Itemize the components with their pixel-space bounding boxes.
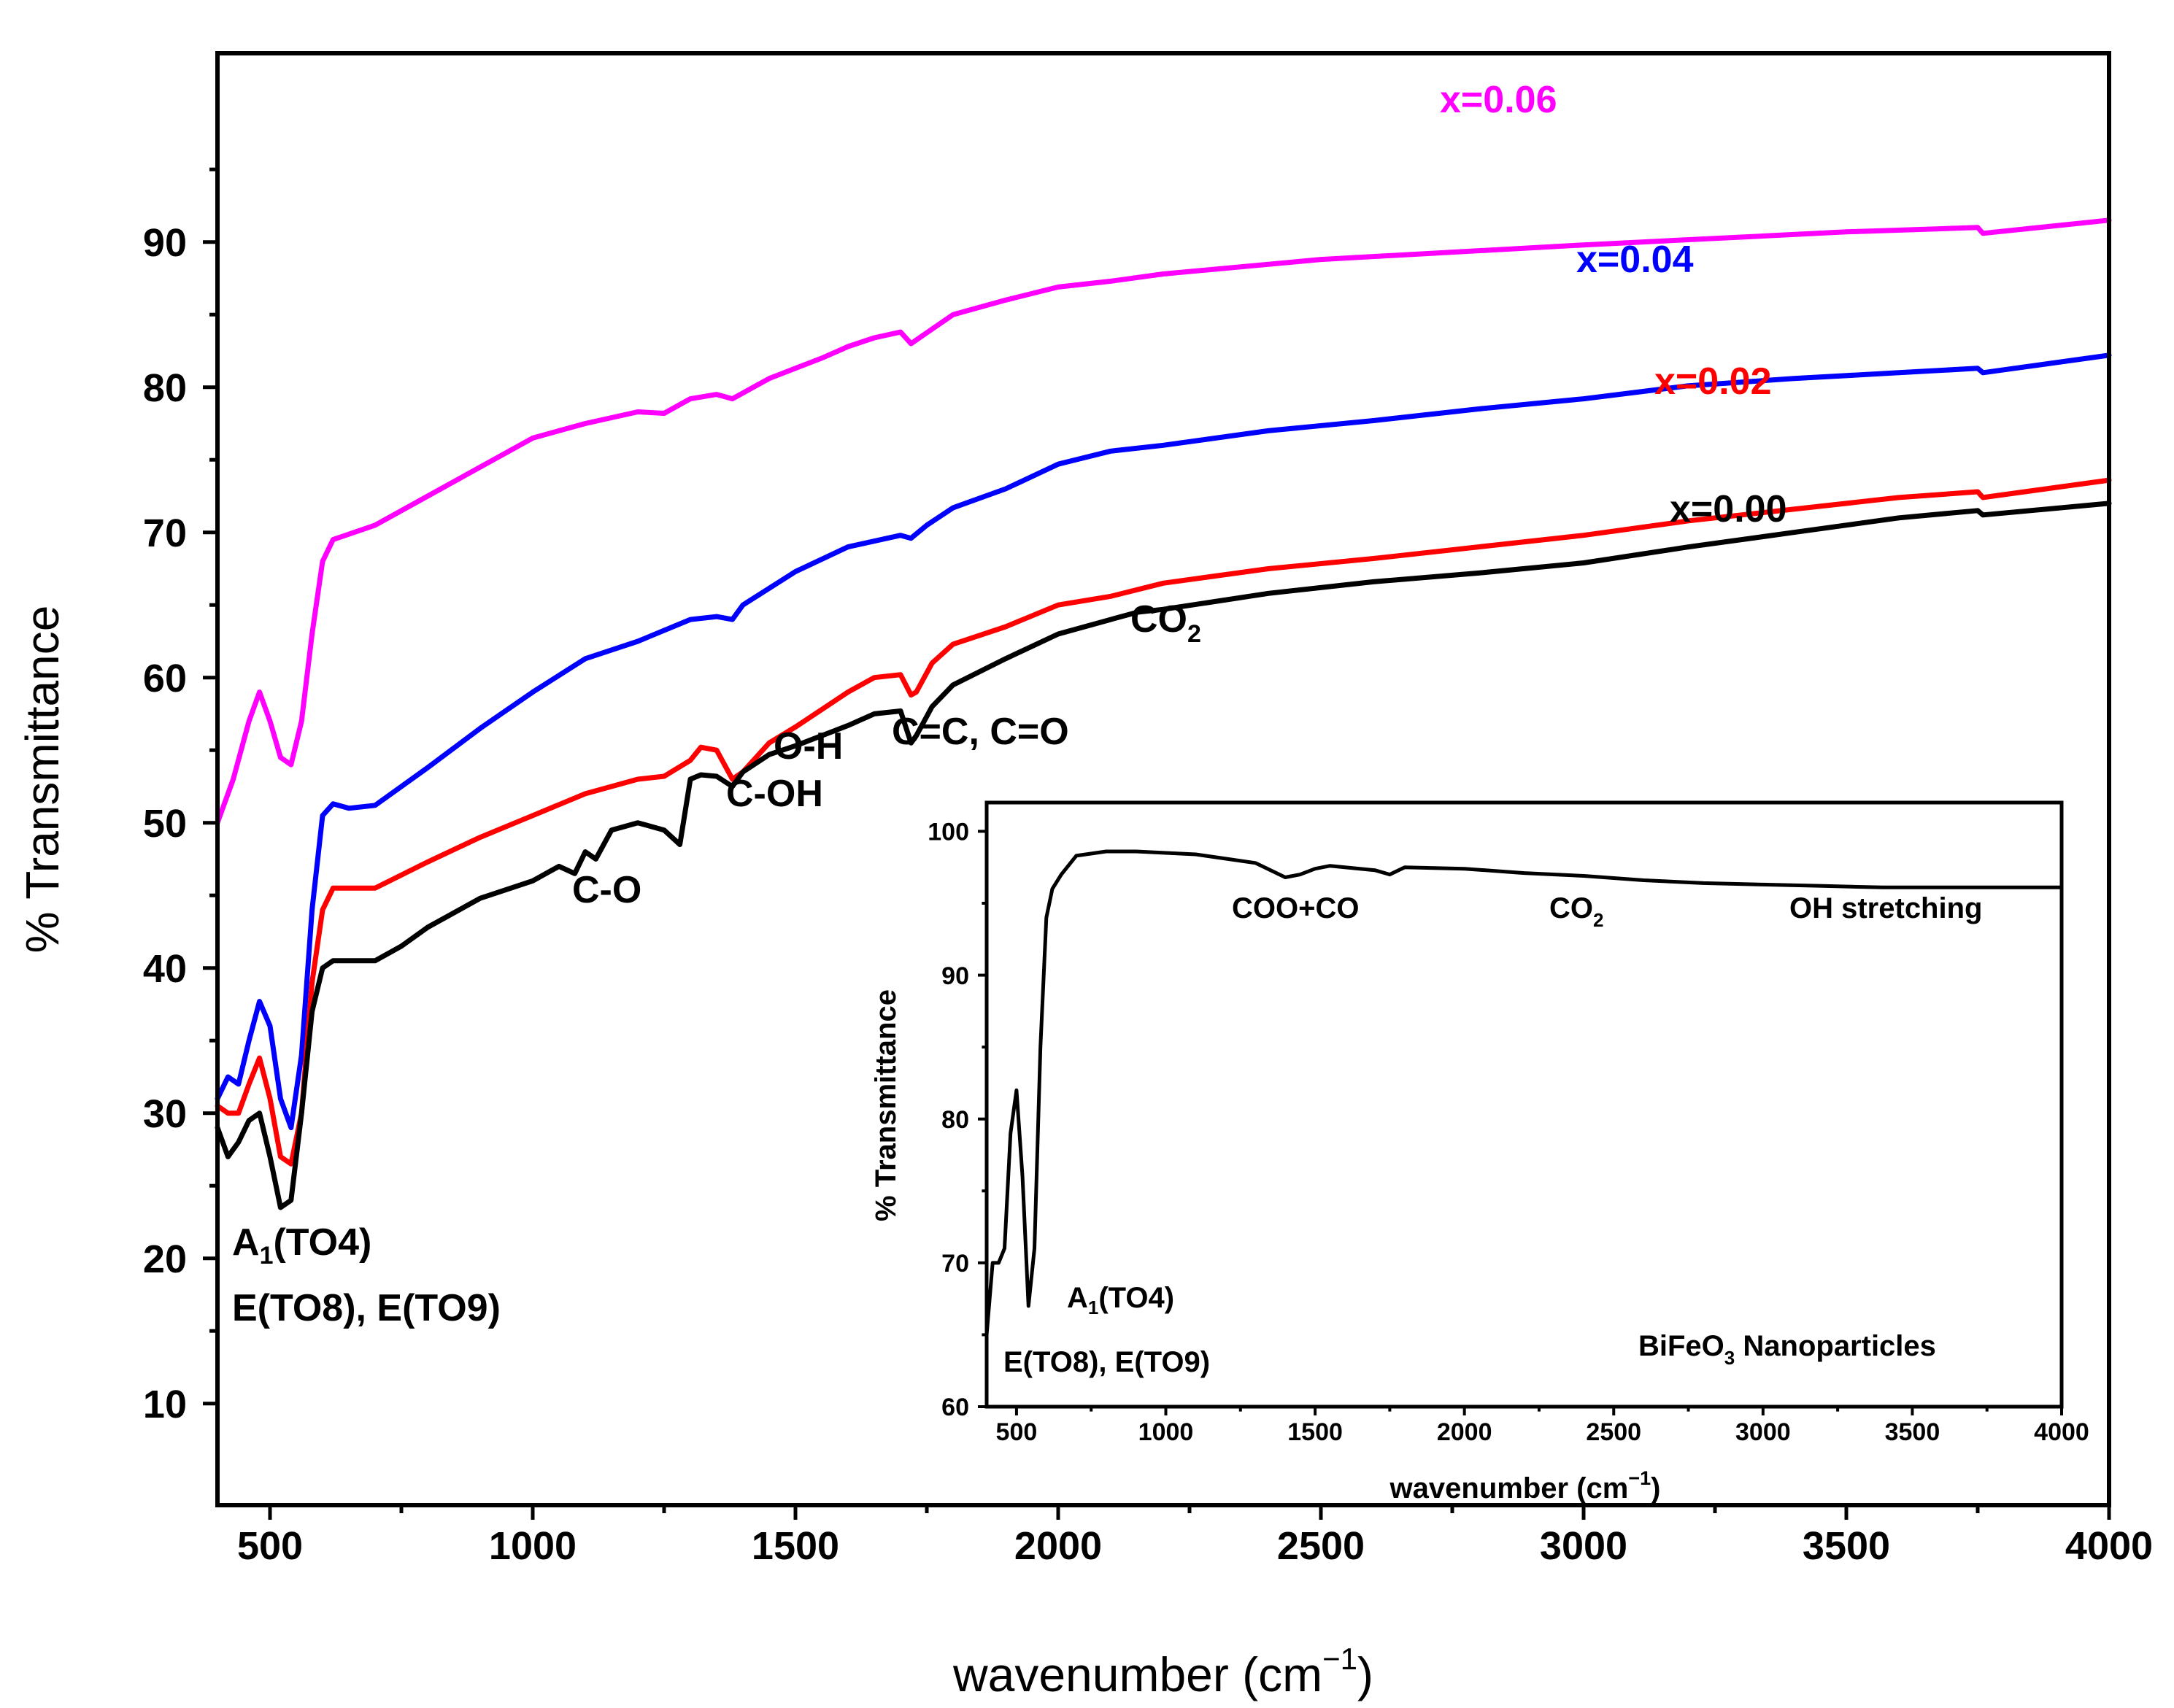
inset-x-tick-label-0: 500 <box>996 1418 1038 1446</box>
annotation-eto: E(TO8), E(TO9) <box>232 1287 501 1329</box>
series-label-x004: x=0.04 <box>1576 239 1694 281</box>
inset-x-axis-title-close: ) <box>1651 1472 1660 1504</box>
annotation-co2: CO2 <box>1130 598 1201 648</box>
main-x-tick-label-4: 2500 <box>1277 1524 1365 1568</box>
inset-x-axis-title-text: wavenumber (cm <box>1389 1472 1629 1504</box>
main-series-line-3 <box>215 501 2112 1210</box>
annotation-a1-to4: A1(TO4) <box>232 1221 371 1270</box>
inset-x-tick-label-3: 2000 <box>1437 1418 1492 1446</box>
inset-x-tick-label-7: 4000 <box>2034 1418 2089 1446</box>
annotation-co2-text: CO <box>1130 598 1187 641</box>
annotation-a1-rest: (TO4) <box>273 1221 371 1264</box>
main-y-tick-label-2: 30 <box>143 1092 187 1136</box>
annotation-coh: C-OH <box>726 773 823 815</box>
inset-annotation-co2-subscript: 2 <box>1593 909 1603 931</box>
inset-annotation-oh-stretching: OH stretching <box>1789 892 1982 924</box>
inset-x-tick-label-6: 3500 <box>1885 1418 1940 1446</box>
series-label-x000: x=0.00 <box>1670 488 1787 530</box>
inset-y-axis-title: % Transmittance <box>870 989 902 1221</box>
main-series-group <box>215 217 2112 1210</box>
inset-annotation-a1-to4: A1(TO4) <box>1067 1282 1174 1318</box>
inset-x-tick-label-5: 3000 <box>1735 1418 1791 1446</box>
main-y-tick-label-8: 90 <box>143 221 187 265</box>
inset-y-tick-label-1: 70 <box>941 1250 969 1278</box>
series-label-x006: x=0.06 <box>1440 79 1557 121</box>
inset-x-axis-title: wavenumber (cm−1) <box>1389 1467 1661 1504</box>
annotation-co2-subscript: 2 <box>1187 620 1201 648</box>
inset-x-tick-label-4: 2500 <box>1586 1418 1641 1446</box>
main-series-line-0 <box>215 217 2112 826</box>
main-y-tick-label-1: 20 <box>143 1237 187 1281</box>
inset-background <box>987 803 2062 1407</box>
inset-y-tick-label-4: 100 <box>928 819 969 846</box>
main-y-axis-title: % Transmittance <box>16 606 69 954</box>
main-y-tick-label-0: 10 <box>143 1383 187 1426</box>
main-x-axis-title-text: wavenumber (cm <box>952 1647 1322 1701</box>
main-y-tick-label-4: 50 <box>143 802 187 846</box>
main-x-tick-label-5: 3000 <box>1540 1524 1627 1568</box>
main-x-tick-label-2: 1500 <box>752 1524 839 1568</box>
inset-x-tick-label-1: 1000 <box>1138 1418 1194 1446</box>
inset-series-line-0 <box>984 849 2064 1337</box>
inset-series-group <box>984 849 2064 1337</box>
inset-annotation-a1-subscript: 1 <box>1088 1297 1098 1318</box>
main-axis-ticks: 500 1000 1500 2000 2500 3000 3500 4000102030405… <box>143 167 2153 1568</box>
annotation-a1-letter: A <box>232 1221 260 1264</box>
main-y-tick-label-5: 60 <box>143 657 187 700</box>
main-y-tick-label-3: 40 <box>143 947 187 991</box>
inset-annotation-eto: E(TO8), E(TO9) <box>1003 1346 1210 1378</box>
main-x-axis-title: wavenumber (cm−1) <box>952 1642 1373 1701</box>
inset-sample-label: BiFeO3 Nanoparticles <box>1638 1330 1936 1369</box>
inset-annotation-a1-rest: (TO4) <box>1098 1282 1174 1314</box>
series-label-x002: x=0.02 <box>1654 360 1772 403</box>
inset-sample-label-text: BiFeO <box>1638 1330 1724 1362</box>
annotation-oh: O-H <box>774 725 843 768</box>
inset-y-tick-label-3: 90 <box>941 962 969 990</box>
inset-plot-frame <box>984 800 2064 1409</box>
inset-axis-ticks: 500 1000 1500 2000 2500 3000 3500 4000 60 70 80 90 1… <box>928 819 2089 1446</box>
main-x-tick-label-3: 2000 <box>1014 1524 1102 1568</box>
annotation-cc-co: C=C, C=O <box>892 711 1069 753</box>
annotation-a1-subscript: 1 <box>260 1242 274 1270</box>
main-x-tick-label-6: 3500 <box>1803 1524 1890 1568</box>
main-plot-frame <box>215 51 2111 1507</box>
main-x-axis-title-exponent: −1 <box>1322 1642 1357 1676</box>
inset-sample-label-subscript: 3 <box>1724 1347 1735 1369</box>
main-y-tick-label-7: 80 <box>143 366 187 410</box>
main-x-axis-title-close: ) <box>1357 1647 1373 1701</box>
inset-x-tick-label-2: 1500 <box>1287 1418 1343 1446</box>
inset-y-tick-label-2: 80 <box>941 1106 969 1134</box>
main-x-tick-label-0: 500 <box>237 1524 303 1568</box>
inset-sample-label-rest: Nanoparticles <box>1735 1330 1936 1362</box>
inset-annotation-a1-letter: A <box>1067 1282 1088 1314</box>
inset-x-axis-title-exponent: −1 <box>1628 1467 1651 1489</box>
inset-annotation-co2-text: CO <box>1549 892 1593 924</box>
main-series-line-1 <box>215 352 2112 1131</box>
main-x-tick-label-1: 1000 <box>489 1524 577 1568</box>
main-y-tick-label-6: 70 <box>143 511 187 555</box>
inset-annotation-coo-co: COO+CO <box>1232 892 1359 924</box>
annotation-co: C-O <box>572 869 641 911</box>
inset-y-tick-label-0: 60 <box>941 1394 969 1421</box>
main-x-tick-label-7: 4000 <box>2065 1524 2153 1568</box>
inset-annotation-co2: CO2 <box>1549 892 1603 931</box>
